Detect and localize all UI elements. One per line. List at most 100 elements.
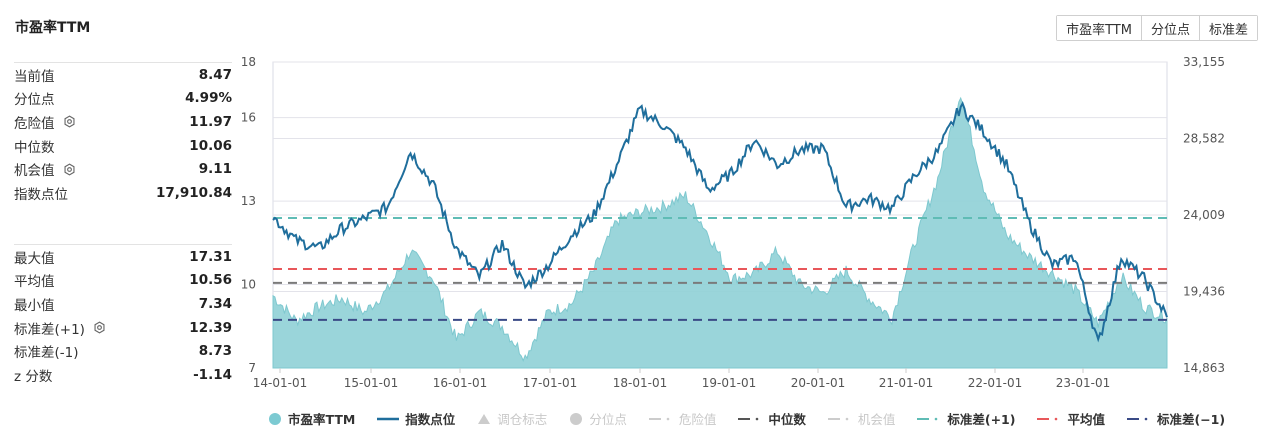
triangle-icon xyxy=(478,413,491,424)
legend-item[interactable]: 指数点位 xyxy=(377,409,455,428)
stat-row: 中位数 10.06 xyxy=(14,134,232,158)
legend-label: 标准差(−1) xyxy=(1157,412,1226,427)
legend-label: 分位点 xyxy=(589,412,627,427)
legend-item[interactable]: 调仓标志 xyxy=(477,409,547,428)
stat-value: 17,910.84 xyxy=(155,184,232,201)
chart-legend: 市盈率TTM 指数点位 调仓标志 分位点 危险值 中位数 机会值 标准差(+1) 平均值 标准差(… xyxy=(268,409,1247,428)
stat-value: 7.34 xyxy=(198,295,232,312)
std-dev-button[interactable]: 标准差 xyxy=(1199,16,1257,40)
stat-label: 最大值 xyxy=(14,250,55,267)
legend-label: 危险值 xyxy=(678,412,717,427)
stat-row: 分位点 4.99% xyxy=(14,87,232,111)
stat-row: 当前值 8.47 xyxy=(14,63,232,87)
stats-panel-current: 当前值 8.47 分位点 4.99% 危险值 11.97 中位数 10.06 机会值 9.11 指数… xyxy=(14,62,232,205)
stat-row: 指数点位 17,910.84 xyxy=(14,181,232,205)
stat-label: 危险值 xyxy=(14,115,55,132)
legend-item[interactable]: 危险值 xyxy=(648,409,717,428)
stat-row: 最大值 17.31 xyxy=(14,245,232,269)
y-right-tick: 33,155 xyxy=(1183,55,1225,69)
x-tick: 15-01-01 xyxy=(344,376,398,390)
legend-label: 机会值 xyxy=(857,412,896,427)
stat-row: 平均值 10.56 xyxy=(14,269,232,293)
circle-icon xyxy=(570,412,583,425)
stat-label: 分位点 xyxy=(14,92,55,109)
y-left-tick: 10 xyxy=(241,278,256,292)
stat-label: 最小值 xyxy=(14,297,55,314)
index-line xyxy=(272,101,1168,343)
stat-value: 4.99% xyxy=(185,90,232,107)
stat-value: 17.31 xyxy=(189,248,232,265)
stat-row: 标准差(-1) 8.73 xyxy=(14,339,232,363)
x-tick: 17-01-01 xyxy=(523,376,577,390)
legend-item[interactable]: 标准差(−1) xyxy=(1127,409,1225,428)
x-tick: 18-01-01 xyxy=(613,376,667,390)
y-right-tick: 19,436 xyxy=(1183,285,1225,299)
stats-panel-distribution: 最大值 17.31 平均值 10.56 最小值 7.34 标准差(+1) 12.39 标准差(-… xyxy=(14,244,232,387)
x-tick: 22-01-01 xyxy=(968,376,1022,390)
stat-value: 9.11 xyxy=(198,161,232,178)
percentile-button[interactable]: 分位点 xyxy=(1141,16,1200,40)
x-tick: 23-01-01 xyxy=(1056,376,1110,390)
stat-label: 平均值 xyxy=(14,274,55,291)
stat-value: -1.14 xyxy=(193,366,232,383)
y-left-tick: 18 xyxy=(241,55,256,69)
stat-row: 机会值 9.11 xyxy=(14,157,232,181)
line-icon xyxy=(377,417,400,420)
stat-value: 10.56 xyxy=(189,272,232,289)
x-tick: 16-01-01 xyxy=(433,376,487,390)
legend-label: 市盈率TTM xyxy=(288,412,356,427)
dash-dot-icon xyxy=(917,417,938,420)
y-left-tick: 7 xyxy=(248,361,256,375)
stat-label: 指数点位 xyxy=(14,186,68,203)
stat-row: 危险值 11.97 xyxy=(14,110,232,134)
stat-row: 标准差(+1) 12.39 xyxy=(14,316,232,340)
legend-label: 中位数 xyxy=(768,412,806,427)
gear-icon[interactable] xyxy=(93,321,106,334)
stat-label: 当前值 xyxy=(14,68,55,85)
gear-icon[interactable] xyxy=(63,163,76,176)
dash-dot-icon xyxy=(1037,417,1058,420)
legend-label: 调仓标志 xyxy=(497,412,548,427)
y-right-tick: 14,863 xyxy=(1183,361,1225,375)
stat-value: 8.47 xyxy=(198,66,232,83)
legend-item[interactable]: 平均值 xyxy=(1037,409,1105,428)
stat-row: 最小值 7.34 xyxy=(14,292,232,316)
pe-chart: 7 10 13 16 18 14,863 19,436 24,009 28,582 33,155 1… xyxy=(241,55,1225,390)
dash-dot-icon xyxy=(738,417,759,420)
dash-dot-icon xyxy=(827,417,849,420)
legend-item[interactable]: 市盈率TTM xyxy=(268,409,355,428)
legend-label: 指数点位 xyxy=(405,412,456,427)
y-left-tick: 13 xyxy=(241,194,256,208)
x-tick: 21-01-01 xyxy=(879,376,933,390)
dash-dot-icon xyxy=(648,417,670,420)
x-tick: 19-01-01 xyxy=(702,376,756,390)
y-right-tick: 24,009 xyxy=(1183,208,1225,222)
x-tick: 20-01-01 xyxy=(791,376,845,390)
legend-label: 平均值 xyxy=(1067,412,1105,427)
dash-dot-icon xyxy=(1127,417,1148,420)
page-title: 市盈率TTM xyxy=(15,20,91,36)
y-left-tick: 16 xyxy=(241,111,256,125)
legend-item[interactable]: 标准差(+1) xyxy=(917,409,1015,428)
stat-label: 标准差(-1) xyxy=(14,345,79,362)
legend-item[interactable]: 分位点 xyxy=(569,409,627,428)
pe-ttm-area xyxy=(272,96,1168,369)
gear-icon[interactable] xyxy=(63,115,76,129)
y-right-tick: 28,582 xyxy=(1183,132,1225,146)
legend-item[interactable]: 中位数 xyxy=(738,409,806,428)
circle-icon xyxy=(269,412,281,425)
stat-value: 12.39 xyxy=(189,319,232,336)
legend-label: 标准差(+1) xyxy=(947,412,1016,427)
pe-ttm-button[interactable]: 市盈率TTM xyxy=(1057,16,1142,40)
view-toggle-group: 市盈率TTM 分位点 标准差 xyxy=(1056,15,1258,41)
legend-item[interactable]: 机会值 xyxy=(827,409,896,428)
x-tick: 14-01-01 xyxy=(253,376,307,390)
stat-label: 标准差(+1) xyxy=(14,321,85,338)
stat-label: 中位数 xyxy=(14,139,55,156)
stat-label: 机会值 xyxy=(14,163,55,180)
stat-row: z 分数 -1.14 xyxy=(14,363,232,387)
stat-label: z 分数 xyxy=(14,368,53,385)
stat-value: 8.73 xyxy=(198,343,232,360)
stat-value: 11.97 xyxy=(189,113,232,130)
stat-value: 10.06 xyxy=(189,137,232,154)
